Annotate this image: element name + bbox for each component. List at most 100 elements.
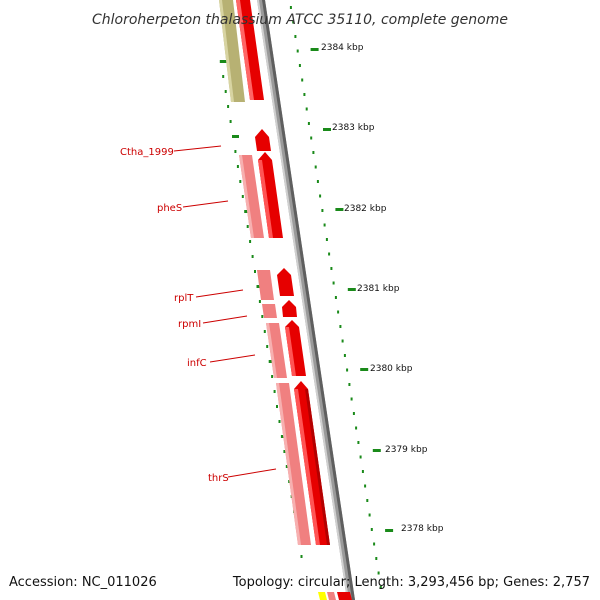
ruler-major-tick — [347, 288, 356, 291]
inner-track-tick — [224, 90, 227, 93]
ruler-minor-tick — [319, 194, 322, 198]
ruler-minor-tick — [310, 136, 313, 140]
ruler-minor-tick — [307, 122, 310, 125]
ruler-minor-tick — [357, 441, 360, 444]
bottom-partial-features — [318, 592, 336, 600]
ruler-minor-tick — [341, 339, 344, 343]
inner-track-tick — [227, 105, 230, 108]
scale-label-2383: 2383 kbp — [332, 123, 375, 133]
gene-feature-thrs[interactable] — [276, 383, 311, 545]
ruler-minor-tick — [337, 310, 340, 314]
inner-track-tick — [276, 405, 278, 408]
ruler-minor-tick — [361, 470, 364, 473]
ruler-minor-tick — [364, 484, 367, 488]
scale-label-2379: 2379 kbp — [385, 445, 428, 455]
ruler-major-tick — [385, 529, 394, 532]
ruler-minor-tick — [355, 426, 358, 430]
cds-feature-ctha-1999[interactable] — [255, 129, 271, 151]
inner-track-tick — [261, 315, 264, 318]
scale-label-2382: 2382 kbp — [344, 204, 387, 214]
inner-track-tick — [222, 75, 225, 78]
ruler-minor-tick — [350, 397, 353, 401]
scale-label-2381: 2381 kbp — [357, 284, 400, 294]
inner-track-tick — [300, 555, 303, 558]
inner-track-tick — [258, 300, 261, 303]
leader-thrs — [227, 468, 277, 478]
gene-label-rplt[interactable]: rplT — [174, 293, 194, 304]
gene-label-infc[interactable]: infC — [187, 358, 207, 369]
gene-feature-infc[interactable] — [266, 323, 287, 378]
ruler-minor-tick — [292, 20, 295, 24]
scale-label-2380: 2380 kbp — [370, 364, 413, 374]
gene-label-ctha-1999[interactable]: Ctha_1999 — [120, 147, 174, 158]
forward-gene-track — [239, 155, 311, 545]
cds-feature-top[interactable] — [236, 0, 264, 100]
cds-feature-rpmi[interactable] — [282, 300, 297, 317]
ruler-minor-tick — [296, 49, 299, 53]
ruler-minor-tick — [305, 107, 308, 111]
ruler-minor-tick — [339, 325, 342, 328]
ruler-minor-tick — [323, 223, 326, 227]
gene-label-leaders — [173, 145, 277, 478]
forward-cds-track — [236, 0, 352, 600]
ruler-minor-tick — [312, 151, 315, 154]
inner-track-tick — [251, 255, 254, 258]
ruler-minor-tick — [348, 383, 351, 386]
ruler-minor-tick — [366, 499, 369, 502]
ruler-minor-tick — [379, 586, 382, 589]
gene-feature-rpmi[interactable] — [262, 304, 277, 318]
genome-summary-text: Topology: circular; Length: 3,293,456 bp… — [232, 575, 590, 590]
leader-infc — [209, 354, 256, 363]
other-feature[interactable] — [219, 0, 245, 102]
ruler-minor-tick — [301, 78, 304, 82]
inner-track-tick — [278, 420, 281, 423]
scale-major-ticks — [310, 48, 394, 532]
ruler-minor-tick — [328, 252, 331, 256]
inner-track-tick — [249, 240, 252, 243]
gene-label-rpmi[interactable]: rpmI — [178, 319, 201, 330]
ruler-minor-tick — [370, 528, 373, 531]
ruler-minor-tick — [373, 542, 376, 546]
leader-rpmi — [202, 315, 248, 324]
ruler-minor-tick — [294, 35, 297, 38]
gene-feature-phes[interactable] — [239, 155, 264, 238]
ruler-minor-tick — [314, 165, 317, 169]
ruler-major-tick — [360, 368, 369, 371]
cds-feature-phes[interactable] — [258, 152, 283, 238]
ruler-major-tick — [310, 48, 319, 51]
ruler-minor-tick — [334, 296, 337, 299]
gene-feature-rplt[interactable] — [257, 270, 274, 300]
ruler-major-tick — [372, 449, 381, 452]
inner-track-tick — [288, 480, 291, 483]
inner-track-tick — [232, 135, 239, 138]
scale-label-2384: 2384 kbp — [321, 43, 364, 53]
inner-track-tick — [283, 450, 286, 453]
ruler-minor-tick — [359, 455, 362, 459]
leader-rplt — [195, 289, 244, 298]
gene-label-phes[interactable]: pheS — [157, 203, 182, 214]
ruler-major-tick — [323, 128, 331, 131]
inner-track-tick — [219, 60, 227, 63]
gene-label-thrs[interactable]: thrS — [208, 473, 229, 484]
ruler-minor-tick — [298, 64, 301, 67]
cds-feature-bottom-partial[interactable] — [337, 592, 352, 600]
inner-track-tick — [229, 120, 232, 123]
ruler-minor-tick — [332, 281, 335, 285]
inner-track-tick — [239, 180, 242, 183]
cds-feature-thrs[interactable] — [294, 381, 330, 545]
inner-track-tick — [246, 225, 249, 228]
ruler-minor-tick — [377, 571, 380, 575]
ruler-minor-tick — [303, 93, 306, 96]
inner-track-tick — [263, 330, 266, 333]
accession-text: Accession: NC_011026 — [9, 575, 157, 590]
leader-ctha-1999 — [173, 145, 222, 152]
inner-track-tick — [266, 345, 269, 348]
ruler-minor-tick — [325, 238, 328, 241]
cds-feature-rplt[interactable] — [277, 268, 294, 296]
cds-feature-infc[interactable] — [285, 320, 306, 376]
ruler-minor-tick — [316, 180, 319, 183]
ruler-minor-tick — [343, 354, 346, 357]
ruler-minor-tick — [352, 412, 355, 415]
inner-track-tick — [254, 270, 256, 273]
